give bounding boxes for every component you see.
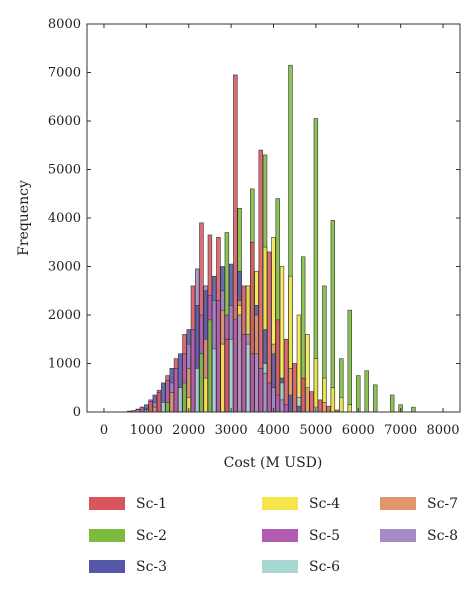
bar-sc-2	[330, 220, 336, 413]
legend-label: Sc-1	[136, 496, 167, 512]
x-axis: 0 1000 2000 3000 4000 5000 6000 7000 8000	[100, 24, 460, 438]
bar-sc-5	[275, 394, 280, 413]
bar-sc-5	[267, 382, 272, 413]
x-tick-label: 3000	[215, 423, 248, 438]
bar-sc-2	[389, 394, 395, 413]
bar-sc-1	[148, 401, 153, 413]
bar-sc-2	[347, 309, 353, 413]
bar-sc-8	[262, 372, 268, 413]
bar-sc-6	[178, 387, 183, 413]
bar-sc-5	[250, 353, 255, 413]
x-tick-label: 8000	[426, 423, 459, 438]
bar-sc-2	[411, 406, 416, 413]
legend-swatch-sc-4	[262, 497, 298, 510]
bar-sc-5	[139, 406, 145, 413]
x-tick-label: 5000	[299, 423, 332, 438]
legend-label: Sc-6	[309, 559, 340, 575]
legend-swatch-sc-5	[262, 529, 298, 542]
bar-sc-7	[152, 406, 158, 413]
y-tick-label: 7000	[48, 66, 81, 81]
legend-swatch-sc-6	[262, 560, 298, 573]
bar-sc-6	[245, 343, 251, 413]
bar-sc-5	[241, 334, 247, 413]
bar-sc-4	[220, 343, 225, 413]
bar-sc-6	[195, 368, 200, 413]
y-tick-label: 8000	[48, 17, 81, 32]
y-tick-label: 6000	[48, 114, 81, 129]
legend-swatch-sc-2	[89, 529, 125, 542]
bar-sc-1	[309, 391, 314, 413]
bar-sc-2	[165, 401, 170, 413]
bar-sc-5	[216, 300, 221, 413]
x-tick-label: 1000	[130, 423, 163, 438]
y-tick-label: 3000	[48, 260, 81, 275]
y-axis-label: Frequency	[16, 180, 32, 256]
x-tick-label: 0	[100, 423, 108, 438]
bar-sc-1	[292, 363, 297, 413]
bar-sc-5	[173, 368, 179, 413]
x-axis-label: Cost (M USD)	[224, 455, 323, 471]
bar-sc-6	[161, 401, 166, 413]
bar-sc-7	[169, 392, 174, 413]
bar-sc-2	[199, 353, 204, 413]
bar-sc-4	[347, 404, 353, 413]
bar-sc-1	[156, 392, 162, 413]
x-tick-label: 2000	[172, 423, 205, 438]
bar-sc-8	[237, 314, 242, 413]
bar-sc-2	[373, 384, 378, 413]
legend-swatch-sc-7	[380, 497, 416, 510]
bar-sc-8	[279, 399, 285, 413]
bar-sc-2	[356, 375, 361, 413]
x-tick-label: 4000	[257, 423, 290, 438]
bar-sc-4	[203, 377, 208, 413]
bar-sc-5	[258, 368, 263, 413]
legend-label: Sc-3	[136, 559, 167, 575]
y-tick-label: 1000	[48, 357, 81, 372]
y-tick-label: 4000	[48, 211, 81, 226]
bar-sc-3	[296, 405, 302, 413]
y-tick-label: 0	[73, 405, 81, 420]
y-tick-label: 2000	[48, 308, 81, 323]
x-tick-label: 7000	[384, 423, 417, 438]
y-axis: 0 1000 2000 3000 4000 5000 6000 7000 8000	[48, 17, 460, 420]
bar-sc-8	[254, 353, 259, 413]
legend-swatch-sc-3	[89, 560, 125, 573]
bar-sc-6	[211, 348, 217, 413]
bar-sc-1	[284, 338, 289, 413]
legend-label: Sc-8	[427, 528, 458, 544]
bar-sc-6	[228, 338, 234, 413]
y-tick-label: 5000	[48, 163, 81, 178]
bar-sc-2	[364, 370, 369, 413]
legend-swatch-sc-8	[380, 529, 416, 542]
bar-sc-1	[326, 405, 331, 413]
bar-sc-1	[317, 399, 323, 413]
x-tick-label: 6000	[342, 423, 375, 438]
bar-sc-3	[288, 394, 293, 413]
bar-sc-5	[284, 404, 289, 413]
bar-sc-1	[224, 338, 230, 413]
legend-swatch-sc-1	[89, 497, 125, 510]
bar-sc-5	[190, 329, 196, 413]
bar-sc-7	[322, 401, 327, 413]
legend-label: Sc-2	[136, 528, 167, 544]
legend-label: Sc-7	[427, 496, 458, 512]
legend-label: Sc-4	[309, 496, 340, 512]
bar-sc-2	[207, 319, 213, 413]
legend-label: Sc-5	[309, 528, 340, 544]
bar-sc-5	[233, 319, 238, 413]
bar-sc-4	[339, 397, 344, 413]
bar-sc-4	[313, 358, 319, 413]
bar-sc-1	[300, 377, 306, 413]
legend: Sc-1 Sc-2 Sc-3 Sc-4 Sc-5 Sc-6 Sc-7 Sc-8	[89, 496, 458, 575]
bar-sc-7	[305, 387, 310, 413]
bar-sc-2	[182, 382, 187, 413]
bar-sc-4	[330, 387, 336, 413]
